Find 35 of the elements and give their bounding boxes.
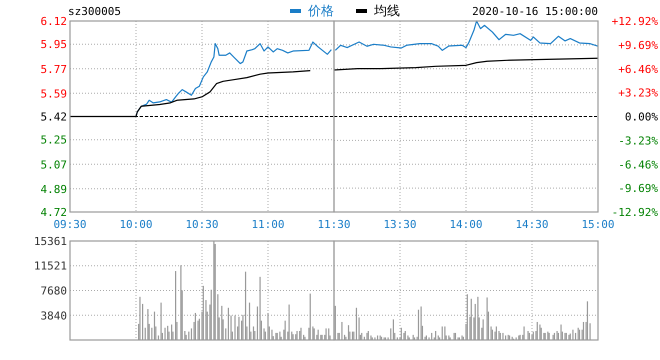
y2-tick-label: 0.00% bbox=[624, 110, 658, 124]
y-tick-label: 5.25 bbox=[40, 134, 67, 147]
x-tick-label: 11:30 bbox=[317, 218, 351, 231]
x-tick-label: 14:00 bbox=[449, 218, 483, 231]
y2-tick-label: +6.46% bbox=[618, 62, 658, 76]
x-tick-label: 09:30 bbox=[53, 218, 87, 231]
x-tick-label: 11:00 bbox=[251, 218, 285, 231]
y-tick-label: 3840 bbox=[40, 309, 67, 322]
y-tick-label: 6.12 bbox=[40, 15, 67, 28]
y2-tick-label: -12.92% bbox=[612, 206, 658, 219]
y-tick-label: 11521 bbox=[34, 260, 67, 273]
y-tick-label: 7680 bbox=[40, 284, 67, 298]
legend-label: 价格 bbox=[307, 4, 334, 19]
y-tick-label: 4.72 bbox=[40, 206, 67, 219]
chart-title: sz300005 bbox=[68, 5, 121, 18]
y-tick-label: 4.89 bbox=[40, 182, 67, 196]
y2-tick-label: -9.69% bbox=[618, 182, 658, 196]
y-tick-label: 5.95 bbox=[40, 38, 67, 52]
legend-label: 均线 bbox=[373, 4, 400, 19]
y2-tick-label: -3.23% bbox=[618, 134, 658, 148]
x-tick-label: 13:30 bbox=[383, 218, 417, 231]
x-tick-label: 14:30 bbox=[515, 218, 549, 231]
y-tick-label: 5.77 bbox=[40, 62, 67, 76]
y2-tick-label: +9.69% bbox=[618, 38, 658, 52]
y-tick-label: 5.59 bbox=[40, 87, 67, 100]
y-tick-label: 5.42 bbox=[40, 110, 67, 124]
y-tick-label: 15361 bbox=[34, 235, 67, 248]
y2-tick-label: +3.23% bbox=[618, 86, 658, 100]
x-tick-label: 10:30 bbox=[185, 218, 219, 231]
x-tick-label: 10:00 bbox=[119, 218, 153, 231]
y2-tick-label: -6.46% bbox=[618, 158, 658, 172]
text: 2020-10-16 15:00:00 bbox=[472, 5, 598, 18]
y-tick-label: 5.07 bbox=[40, 158, 67, 172]
x-tick-label: 15:00 bbox=[581, 218, 615, 231]
y2-tick-label: +12.92% bbox=[612, 15, 658, 28]
